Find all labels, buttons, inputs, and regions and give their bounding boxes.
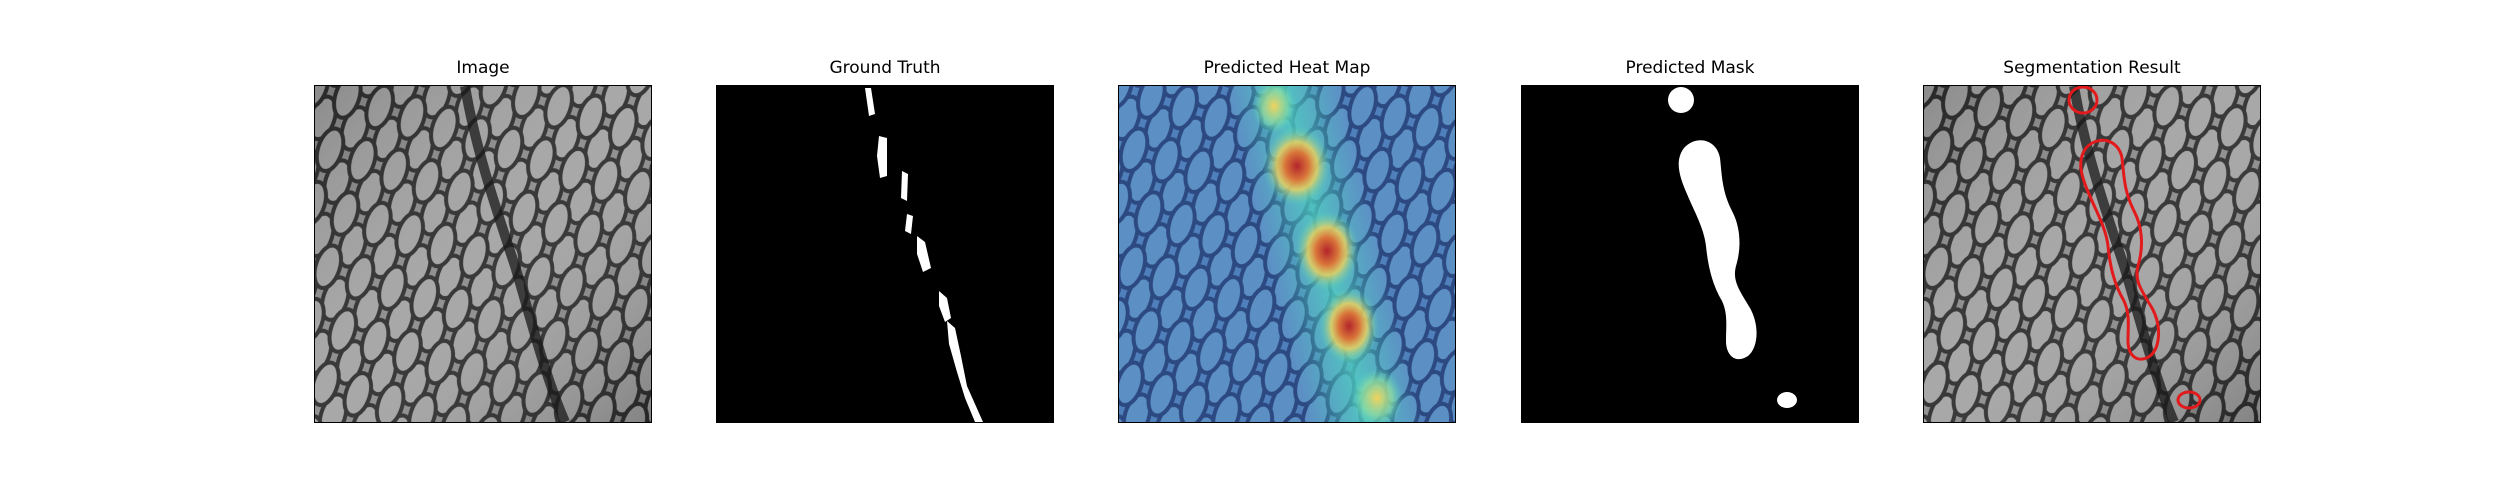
panel-title-heatmap: Predicted Heat Map [1203, 58, 1371, 78]
heat-spot-5 [1351, 368, 1403, 422]
mask-frame [1521, 85, 1859, 423]
panel-title-mask: Predicted Mask [1625, 58, 1755, 78]
segmentation-image [1924, 86, 2260, 422]
segmentation-frame [1923, 85, 2261, 423]
ground-truth-segments [865, 88, 983, 422]
heat-spot-2 [1263, 126, 1331, 206]
defect-streak [460, 86, 570, 422]
heat-spot-4 [1319, 288, 1379, 364]
heatmap-frame [1118, 85, 1456, 423]
panel-title-segmentation: Segmentation Result [2003, 58, 2181, 78]
heat-spot-1 [1252, 86, 1296, 134]
heatmap-image [1119, 86, 1455, 422]
heat-spot-3 [1295, 211, 1359, 291]
defect-streak [2069, 86, 2179, 422]
ground-truth-mask [717, 86, 1053, 422]
panel-title-ground-truth: Ground Truth [829, 58, 941, 78]
predicted-mask [1522, 86, 1858, 422]
segmentation-contours [2067, 86, 2202, 410]
ground-truth-frame [716, 85, 1054, 423]
fabric-image [315, 86, 651, 422]
panel-title-image: Image [456, 58, 510, 78]
mask-blobs [1668, 87, 1797, 408]
image-frame [314, 85, 652, 423]
